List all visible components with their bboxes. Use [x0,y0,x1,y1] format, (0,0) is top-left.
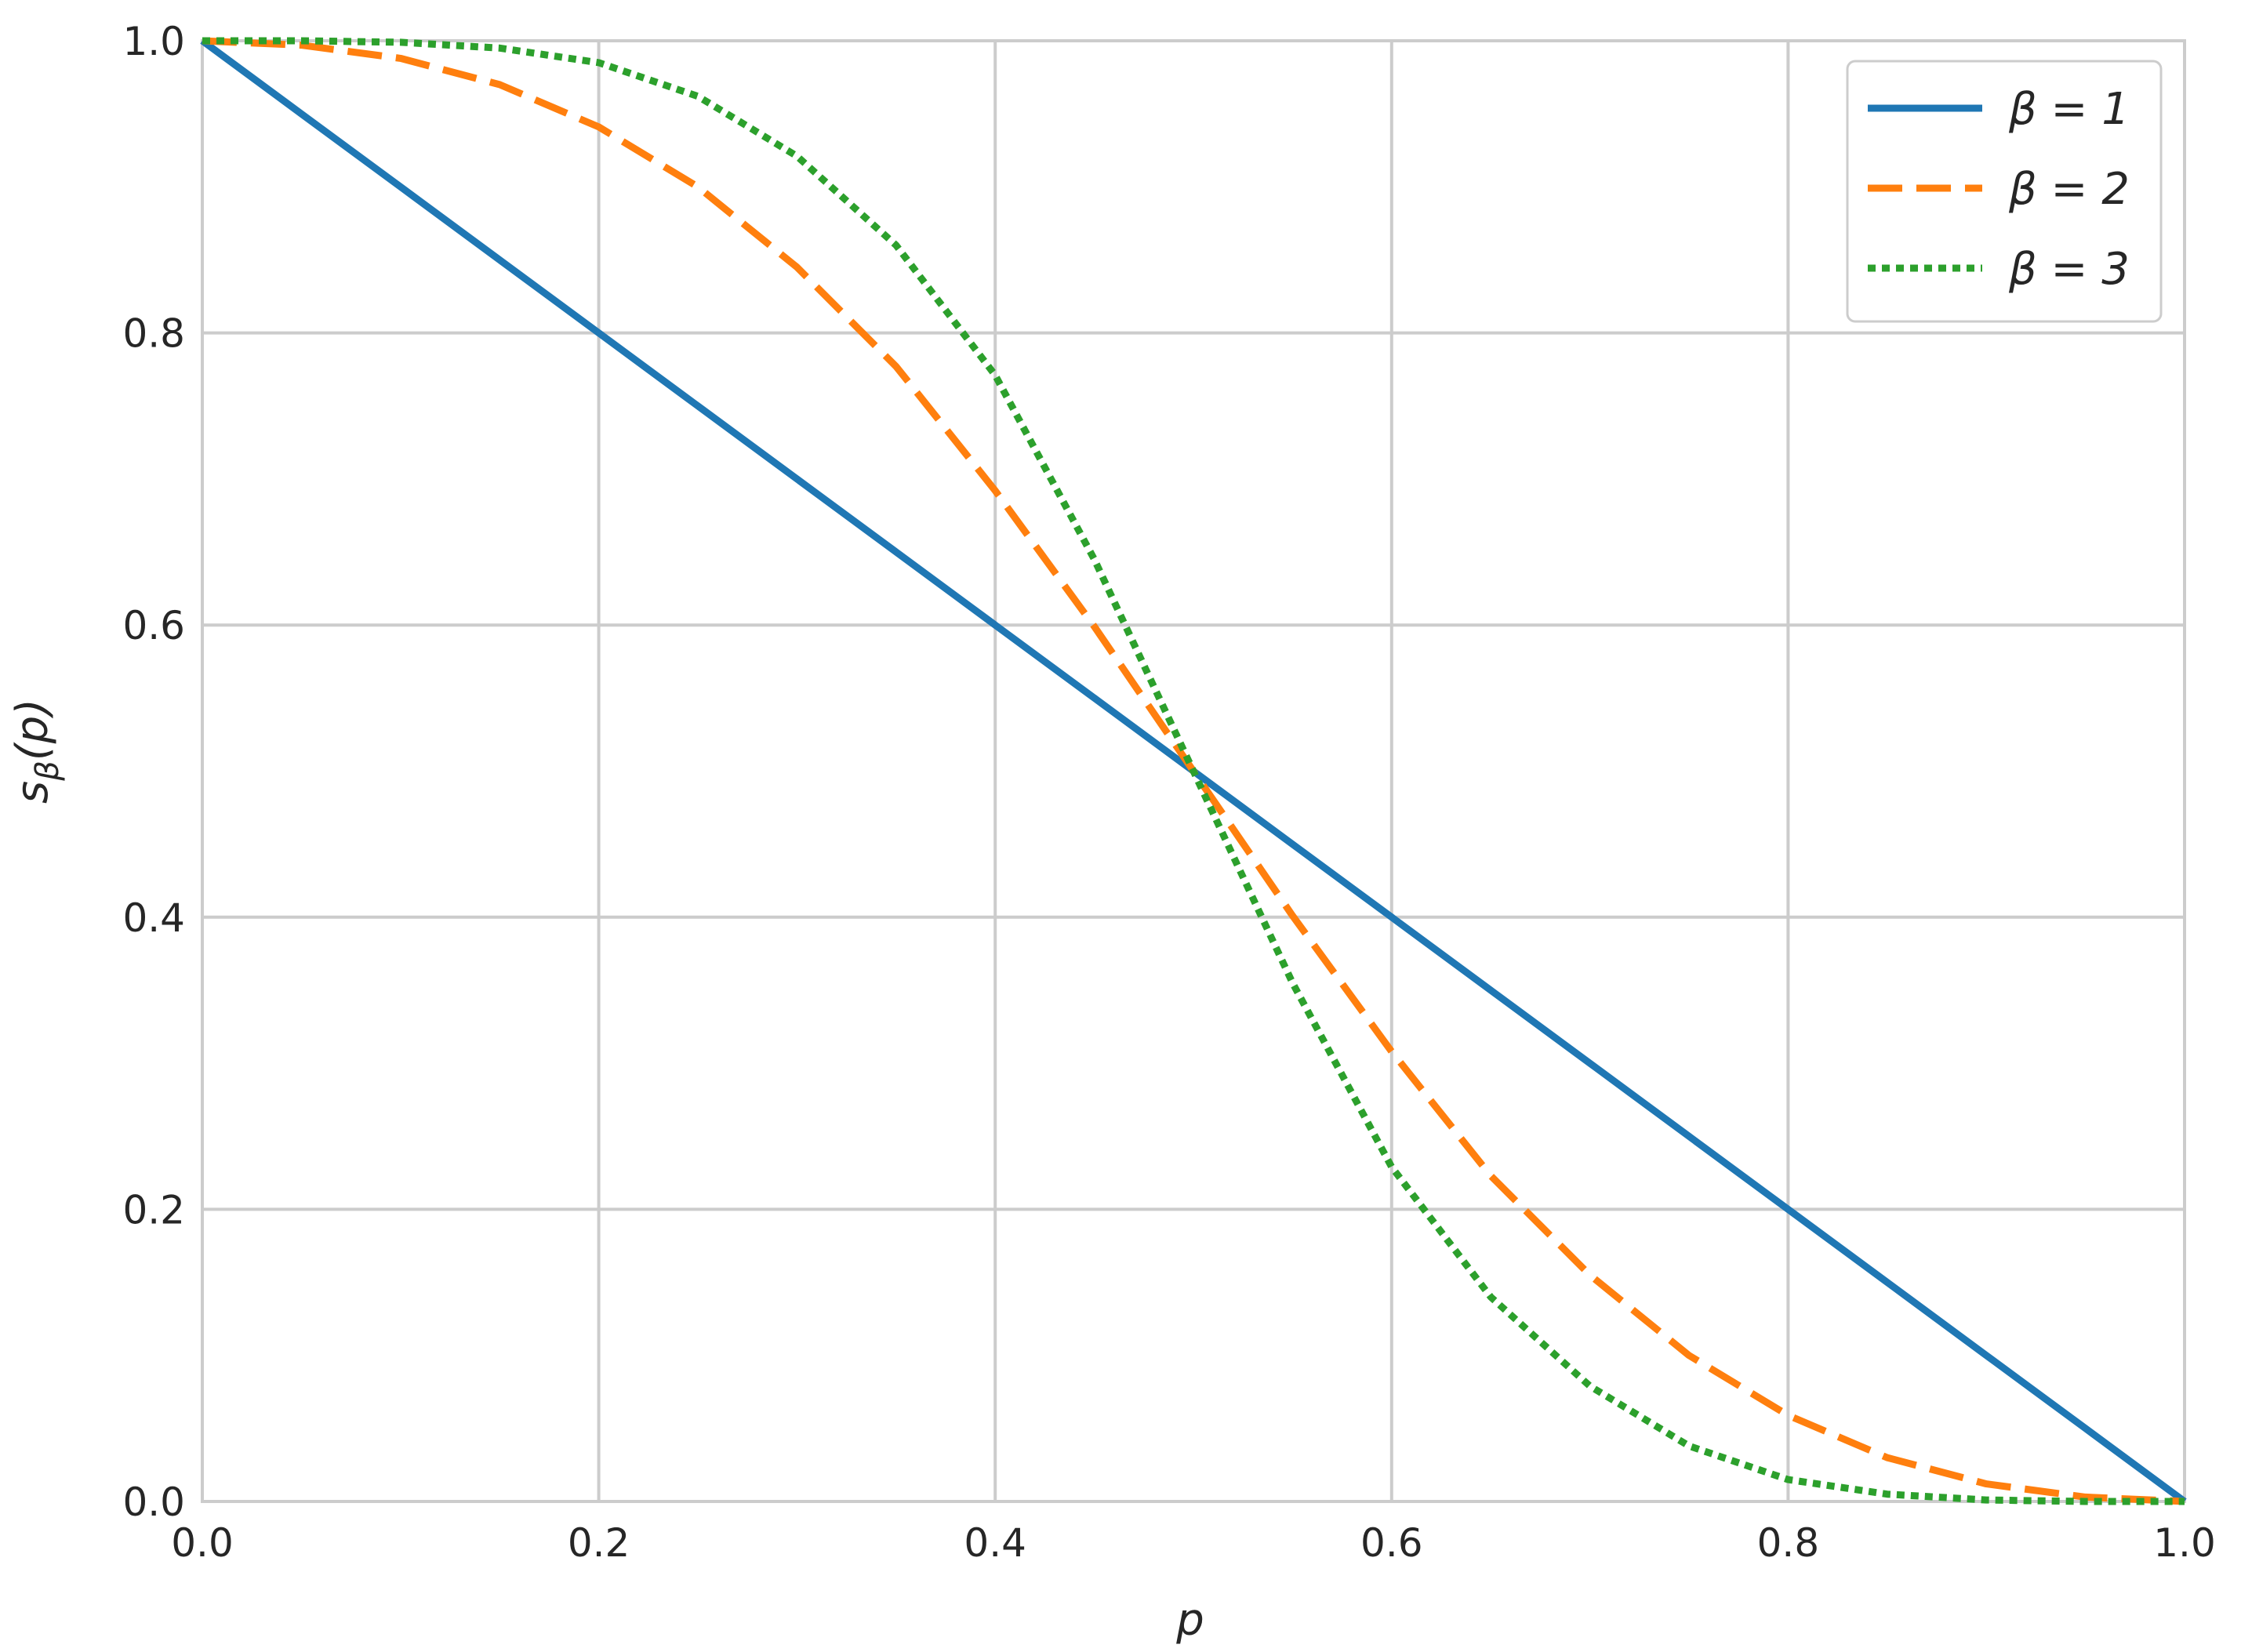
y-axis-label-subscript: β [30,761,66,782]
y-tick-label: 0.4 [122,895,185,941]
y-tick-label: 1.0 [122,19,185,64]
legend-label: β = 1 [2008,84,2130,135]
plot-frame [201,39,2186,1503]
x-tick-labels: 0.0 0.2 0.4 0.6 0.8 1.0 [171,1520,2216,1566]
legend-label: β = 2 [2008,164,2130,215]
y-axis-label-group: sβ(p) [7,699,66,804]
x-tick-label: 0.6 [1360,1520,1423,1566]
x-tick-label: 1.0 [2153,1520,2216,1566]
y-tick-labels: 0.0 0.2 0.4 0.6 0.8 1.0 [122,19,185,1525]
x-tick-label: 0.4 [964,1520,1026,1566]
x-tick-label: 0.8 [1757,1520,1820,1566]
legend-box [1846,60,2163,323]
series-lines [200,37,2187,1505]
legend: β = 1 β = 2 β = 3 [1846,60,2163,323]
y-tick-label: 0.0 [122,1480,185,1525]
y-axis-label-main: s [7,781,58,804]
series-line-3 [202,37,2185,1505]
y-axis-label-suffix: (p) [7,699,58,761]
grid [201,39,2186,1503]
y-tick-label: 0.8 [122,311,185,357]
legend-label: β = 3 [2008,244,2130,295]
x-tick-label: 0.0 [171,1520,234,1566]
y-tick-label: 0.2 [122,1187,185,1233]
x-axis-label: p [1175,1595,1204,1646]
y-axis-label: sβ(p) [7,699,66,804]
y-tick-label: 0.6 [122,603,185,648]
x-tick-label: 0.2 [568,1520,630,1566]
